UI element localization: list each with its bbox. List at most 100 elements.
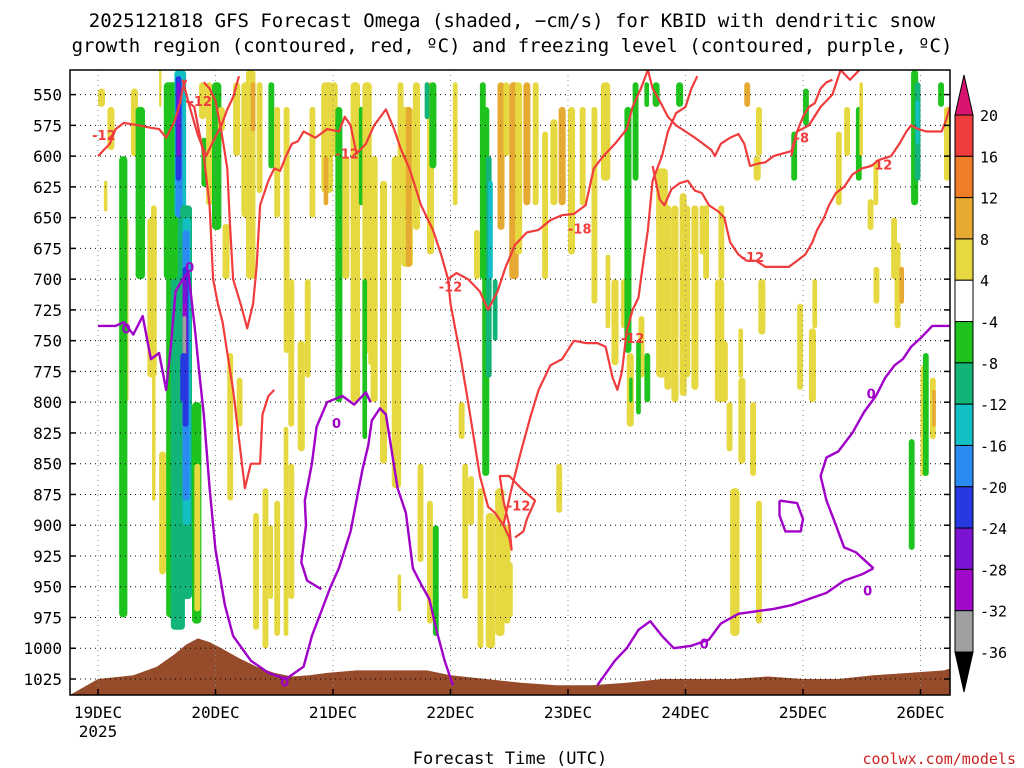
omega-band [750, 402, 756, 477]
contour-label: 0 [863, 584, 872, 599]
terrain-fill [70, 638, 950, 695]
colorbar-label: -20 [980, 479, 1007, 497]
x-tick-label: 22DEC [426, 703, 474, 722]
omega-band [636, 340, 641, 415]
omega-band [605, 254, 611, 329]
colorbar-label: -24 [980, 520, 1007, 538]
omega-band [323, 156, 329, 206]
omega-band [550, 119, 558, 206]
omega-band [720, 340, 728, 403]
colorbar-label: -28 [980, 561, 1007, 579]
terrain-ground [70, 638, 950, 695]
omega-band [135, 106, 145, 280]
omega-band [756, 106, 762, 157]
colorbar-label: -32 [980, 603, 1007, 621]
omega-band [427, 500, 433, 624]
y-tick-label: 600 [33, 147, 62, 166]
omega-band [159, 451, 167, 575]
x-axis: 19DEC 20DEC 21DEC 22DEC 23DEC 24DEC 25DEC 26DEC [74, 689, 945, 722]
dgz-contour-line [181, 75, 241, 158]
y-tick-label: 575 [33, 116, 62, 135]
omega-band [250, 82, 256, 132]
contour-label: 0 [700, 637, 709, 652]
omega-band [600, 82, 611, 181]
dgz-contour-line [185, 99, 276, 490]
chart-title-line-1: 2025121818 GFS Forecast Omega (shaded, −… [89, 10, 936, 32]
omega-band [468, 476, 474, 526]
omega-band [350, 82, 361, 403]
omega-band [98, 88, 106, 107]
omega-band [424, 82, 430, 120]
y-tick-label: 675 [33, 239, 62, 258]
contour-label: 0 [122, 322, 131, 337]
omega-band [644, 82, 650, 107]
dgz-contour-line [651, 105, 950, 268]
colorbar-swatch [954, 568, 974, 612]
omega-band [797, 303, 803, 390]
colorbar-swatch [954, 321, 974, 364]
y-tick-label: 875 [33, 485, 62, 504]
omega-band [495, 488, 505, 636]
omega-band [474, 229, 480, 280]
freezing-level-contour-line [98, 271, 287, 681]
omega-band [632, 82, 639, 181]
contour-label: -12 [188, 95, 212, 110]
colorbar-swatch [954, 527, 974, 570]
contour-label: -12 [869, 159, 893, 174]
y-tick-label: 800 [33, 393, 62, 412]
omega-band [703, 205, 709, 280]
dgz-contour-line [97, 79, 188, 157]
omega-band [432, 525, 439, 636]
dgz-contour-line [502, 75, 699, 526]
omega-band [309, 106, 316, 218]
colorbar-swatch [954, 155, 974, 199]
omega-band [417, 463, 424, 563]
omega-band [506, 562, 513, 618]
omega-band [938, 82, 944, 107]
colorbar-label: -36 [980, 644, 1007, 662]
omega-band [523, 82, 531, 206]
omega-band [477, 488, 484, 649]
omega-band [262, 488, 269, 649]
omega-band [873, 162, 879, 206]
contour-label: -12 [741, 251, 765, 266]
omega-band [288, 463, 295, 600]
colorbar-bottom-arrow [954, 651, 974, 693]
omega-band [488, 180, 493, 280]
colorbar-swatch [954, 197, 974, 240]
colorbar-swatch [954, 362, 974, 405]
y-tick-label: 900 [33, 516, 62, 535]
omega-band [835, 131, 842, 206]
dgz-contour-line [646, 70, 833, 168]
x-axis-title: Forecast Time (UTC) [413, 749, 607, 768]
x-tick-label: 25DEC [779, 703, 827, 722]
omega-band [288, 279, 295, 427]
contour-label: -18 [568, 223, 592, 238]
omega-band [152, 352, 156, 501]
omega-band [671, 205, 679, 403]
omega-band [691, 205, 699, 390]
contour-label: 0 [280, 675, 289, 690]
omega-band [256, 82, 263, 194]
contour-label: 0 [867, 388, 876, 403]
y-tick-label: 975 [33, 608, 62, 627]
colorbar-swatch [954, 486, 974, 529]
colorbar-swatch [954, 403, 974, 446]
contour-label: -12 [439, 281, 463, 296]
omega-band [274, 106, 281, 218]
omega-band [283, 106, 290, 353]
omega-band [515, 82, 523, 255]
contour-label: -12 [621, 332, 645, 347]
omega-band [405, 106, 412, 267]
omega-band [380, 180, 388, 464]
y-tick-label: 750 [33, 332, 62, 351]
x-tick-label: 23DEC [544, 703, 592, 722]
omega-band [808, 328, 816, 403]
contour-label: -12 [92, 129, 116, 144]
omega-band [568, 106, 576, 255]
y-tick-label: 950 [33, 578, 62, 597]
colorbar-swatch [954, 238, 974, 281]
omega-band [556, 463, 563, 513]
omega-band [304, 279, 311, 378]
